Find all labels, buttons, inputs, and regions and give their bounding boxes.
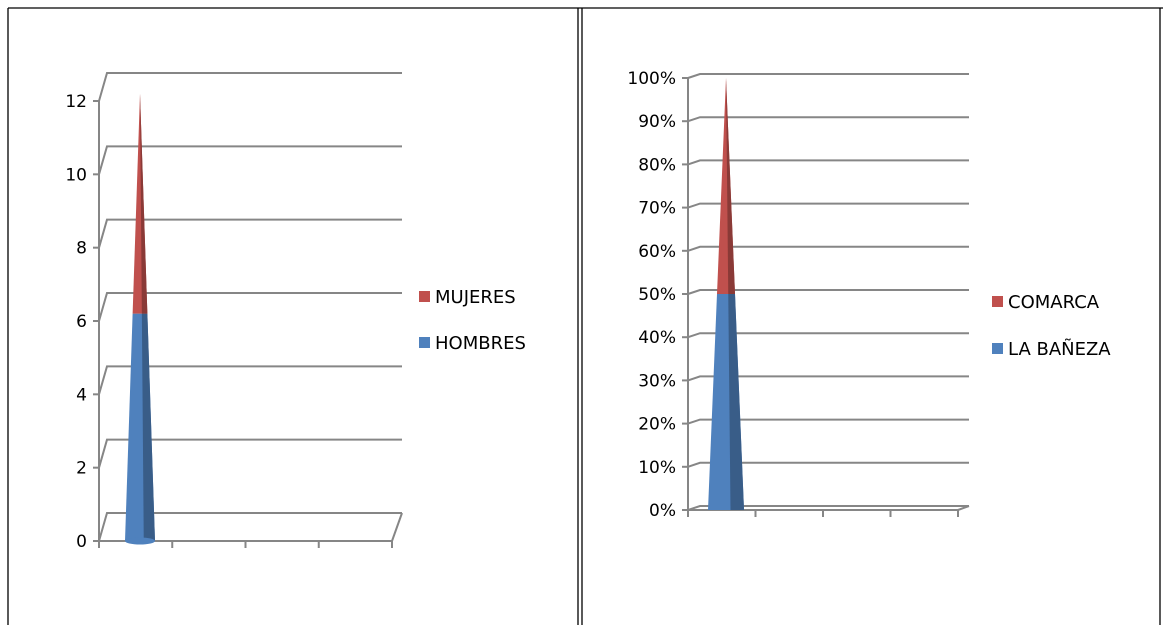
chart-right: 0% 10% 20% 30% 40% 50% 60% 70% 80% 90% 100% COMARCA…: [580, 7, 1163, 625]
cone-shading: [140, 93, 148, 314]
y-tick-label: 100%: [627, 69, 676, 89]
cone-shading: [141, 313, 155, 541]
legend-swatch: [419, 337, 430, 348]
gridline: [687, 505, 969, 511]
legend-label: MUJERES: [435, 287, 516, 308]
legend-swatch: [419, 291, 430, 302]
y-tick-label: 30%: [638, 371, 676, 391]
cone-shading: [726, 78, 735, 294]
legend-label: HOMBRES: [435, 333, 526, 354]
y-tick-label: 70%: [638, 199, 676, 219]
gridline: [687, 202, 969, 209]
gridline: [98, 292, 402, 322]
chart-panel-right: 0% 10% 20% 30% 40% 50% 60% 70% 80% 90% 100% COMARCA…: [580, 0, 1163, 625]
gridline: [98, 218, 402, 248]
gridline: [687, 461, 969, 468]
cone-base: [125, 537, 155, 545]
y-tick-label: 60%: [638, 242, 676, 262]
floor-edge: [391, 512, 403, 542]
gridline: [687, 418, 969, 425]
legend-label: LA BAÑEZA: [1008, 338, 1111, 360]
gridline: [687, 159, 969, 166]
cone-shading: [728, 294, 744, 510]
gridline: [687, 245, 969, 252]
y-tick-label: 80%: [638, 155, 676, 175]
y-tick-label: 6: [76, 312, 87, 332]
gridline: [98, 72, 402, 102]
y-tick-label: 10: [65, 165, 87, 185]
legend-label: COMARCA: [1008, 292, 1100, 313]
gridline: [687, 73, 969, 79]
floor-edge: [957, 505, 970, 511]
gridline: [687, 375, 969, 382]
y-tick-label: 20%: [638, 415, 676, 435]
y-tick-label: 90%: [638, 112, 676, 132]
y-tick-label: 50%: [638, 285, 676, 305]
gridline: [687, 332, 969, 339]
y-tick-label: 0: [76, 532, 87, 552]
chart-panel-left: 0 2 4 6 8 10 12 MUJERES HOMBRES: [0, 0, 580, 625]
gridline: [98, 438, 402, 468]
gridline: [687, 289, 969, 295]
y-tick-label: 10%: [638, 458, 676, 478]
chart-left: 0 2 4 6 8 10 12 MUJERES HOMBRES: [7, 7, 580, 625]
legend-swatch: [992, 296, 1003, 307]
gridline: [98, 145, 402, 175]
y-tick-label: 8: [76, 239, 87, 259]
y-tick-label: 2: [76, 459, 87, 479]
legend-swatch: [992, 343, 1003, 354]
y-tick-label: 12: [65, 92, 87, 112]
y-tick-label: 0%: [649, 501, 676, 521]
y-tick-label: 4: [76, 385, 87, 405]
gridline: [687, 116, 969, 123]
gridline: [98, 365, 402, 395]
y-tick-label: 40%: [638, 328, 676, 348]
gridline: [98, 512, 402, 542]
